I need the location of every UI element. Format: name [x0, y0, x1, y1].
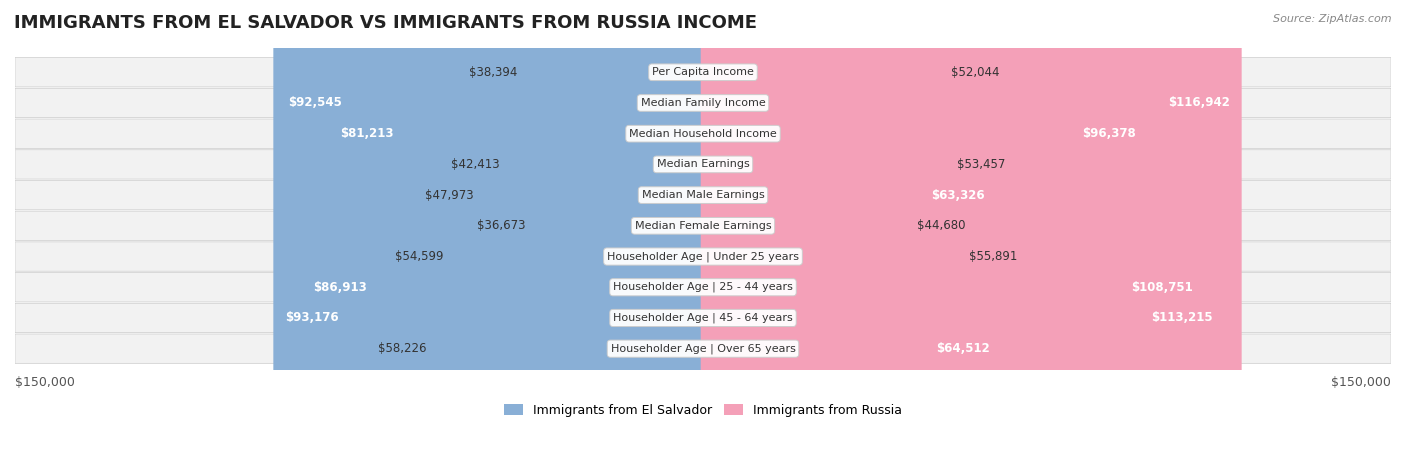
FancyBboxPatch shape — [700, 0, 950, 467]
Text: $58,226: $58,226 — [378, 342, 427, 355]
FancyBboxPatch shape — [15, 211, 1391, 241]
Text: $52,044: $52,044 — [950, 66, 1000, 79]
Text: $42,413: $42,413 — [451, 158, 499, 171]
Text: $53,457: $53,457 — [957, 158, 1005, 171]
FancyBboxPatch shape — [700, 0, 962, 467]
Text: Householder Age | Under 25 years: Householder Age | Under 25 years — [607, 251, 799, 262]
Text: IMMIGRANTS FROM EL SALVADOR VS IMMIGRANTS FROM RUSSIA INCOME: IMMIGRANTS FROM EL SALVADOR VS IMMIGRANT… — [14, 14, 756, 32]
Text: Median Male Earnings: Median Male Earnings — [641, 190, 765, 200]
Text: $116,942: $116,942 — [1168, 97, 1230, 109]
FancyBboxPatch shape — [450, 0, 706, 467]
Text: $108,751: $108,751 — [1130, 281, 1192, 294]
FancyBboxPatch shape — [700, 0, 1001, 467]
FancyBboxPatch shape — [15, 180, 1391, 210]
FancyBboxPatch shape — [700, 0, 1147, 467]
FancyBboxPatch shape — [15, 273, 1391, 302]
Text: Median Family Income: Median Family Income — [641, 98, 765, 108]
FancyBboxPatch shape — [15, 242, 1391, 271]
Text: $64,512: $64,512 — [936, 342, 990, 355]
Text: $113,215: $113,215 — [1152, 311, 1213, 325]
FancyBboxPatch shape — [481, 0, 706, 467]
FancyBboxPatch shape — [506, 0, 706, 467]
FancyBboxPatch shape — [700, 0, 1204, 467]
Text: Householder Age | 25 - 44 years: Householder Age | 25 - 44 years — [613, 282, 793, 292]
Text: $55,891: $55,891 — [969, 250, 1017, 263]
FancyBboxPatch shape — [15, 88, 1391, 118]
FancyBboxPatch shape — [700, 0, 1241, 467]
FancyBboxPatch shape — [15, 57, 1391, 87]
FancyBboxPatch shape — [15, 119, 1391, 149]
FancyBboxPatch shape — [273, 0, 706, 467]
Text: $38,394: $38,394 — [470, 66, 517, 79]
FancyBboxPatch shape — [15, 303, 1391, 333]
Text: Median Household Income: Median Household Income — [628, 129, 778, 139]
Text: Median Earnings: Median Earnings — [657, 159, 749, 170]
Text: $36,673: $36,673 — [477, 219, 526, 232]
Text: $47,973: $47,973 — [425, 189, 474, 202]
Text: $92,545: $92,545 — [288, 97, 342, 109]
Legend: Immigrants from El Salvador, Immigrants from Russia: Immigrants from El Salvador, Immigrants … — [499, 399, 907, 422]
Text: $96,378: $96,378 — [1083, 127, 1136, 140]
Text: $63,326: $63,326 — [931, 189, 984, 202]
FancyBboxPatch shape — [700, 0, 995, 467]
Text: Median Female Earnings: Median Female Earnings — [634, 221, 772, 231]
FancyBboxPatch shape — [433, 0, 706, 467]
FancyBboxPatch shape — [524, 0, 706, 467]
FancyBboxPatch shape — [15, 150, 1391, 179]
Text: Per Capita Income: Per Capita Income — [652, 67, 754, 77]
FancyBboxPatch shape — [302, 0, 706, 467]
FancyBboxPatch shape — [328, 0, 706, 467]
Text: $81,213: $81,213 — [340, 127, 394, 140]
FancyBboxPatch shape — [700, 0, 1225, 467]
FancyBboxPatch shape — [700, 0, 943, 467]
Text: $86,913: $86,913 — [314, 281, 367, 294]
Text: Householder Age | Over 65 years: Householder Age | Over 65 years — [610, 343, 796, 354]
Text: $150,000: $150,000 — [15, 376, 75, 389]
Text: $150,000: $150,000 — [1331, 376, 1391, 389]
Text: Householder Age | 45 - 64 years: Householder Age | 45 - 64 years — [613, 313, 793, 323]
FancyBboxPatch shape — [700, 0, 910, 467]
FancyBboxPatch shape — [533, 0, 706, 467]
Text: $93,176: $93,176 — [285, 311, 339, 325]
FancyBboxPatch shape — [15, 334, 1391, 363]
Text: $44,680: $44,680 — [917, 219, 966, 232]
Text: $54,599: $54,599 — [395, 250, 443, 263]
FancyBboxPatch shape — [276, 0, 706, 467]
Text: Source: ZipAtlas.com: Source: ZipAtlas.com — [1274, 14, 1392, 24]
